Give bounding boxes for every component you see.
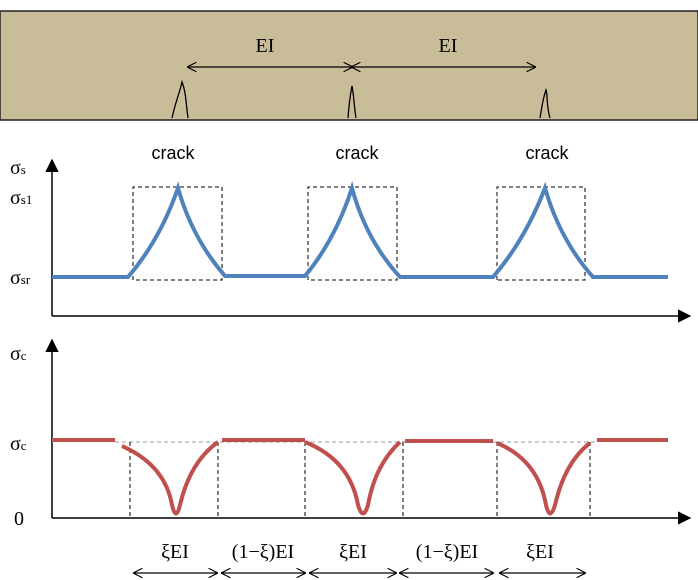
segment-label: ξEI xyxy=(339,541,367,563)
segment-label: ξEI xyxy=(161,541,189,563)
concrete-stress-curve xyxy=(52,440,668,514)
steel-stress-curve xyxy=(52,188,668,277)
crack-label: crack xyxy=(525,143,569,163)
axis-label: σc xyxy=(10,343,27,365)
ideal-profile xyxy=(133,187,585,280)
crack-label: crack xyxy=(151,143,195,163)
crack-label: crack xyxy=(335,143,379,163)
segment-label: (1−ξ)EI xyxy=(416,541,478,563)
segment-label: ξEI xyxy=(526,541,554,563)
axis-label: σs1 xyxy=(10,187,32,209)
spacing-label: EI xyxy=(439,35,458,57)
spacing-label: EI xyxy=(256,35,275,57)
axis-label: σs xyxy=(10,157,26,179)
axis-label: 0 xyxy=(14,508,24,530)
segment-label: (1−ξ)EI xyxy=(232,541,294,563)
axis-label: σsr xyxy=(10,267,31,289)
diagram: EI EI crack crack crack σs σs1 σsr σc σc… xyxy=(0,0,698,580)
axis-label: σc xyxy=(10,433,27,455)
